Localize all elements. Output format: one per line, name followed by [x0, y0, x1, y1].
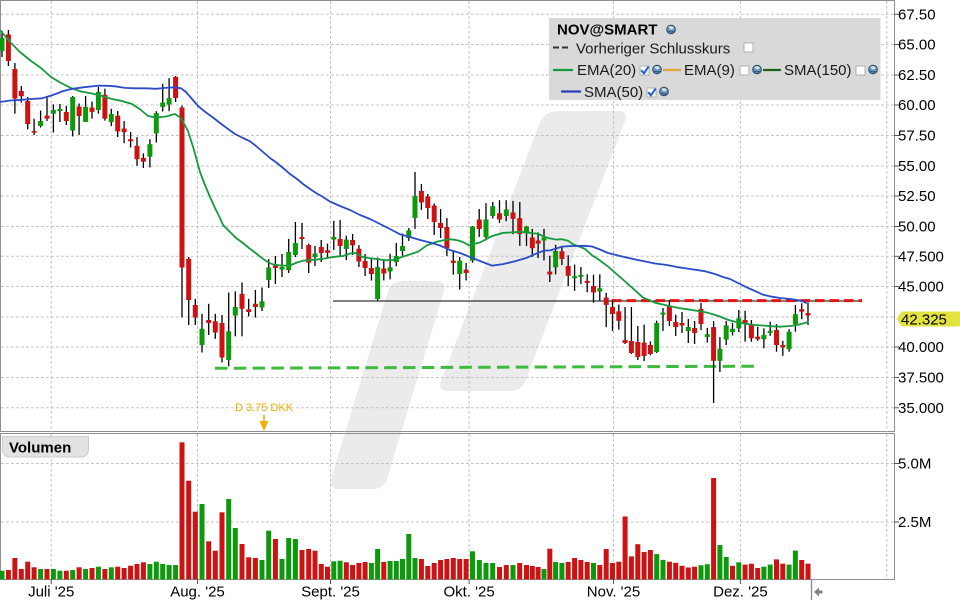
svg-text:42.325: 42.325: [901, 312, 947, 329]
svg-text:37.500: 37.500: [898, 370, 944, 387]
svg-text:NOV@SMART: NOV@SMART: [557, 22, 657, 39]
svg-text:Aug. '25: Aug. '25: [170, 584, 225, 601]
svg-text:2.5M: 2.5M: [898, 514, 931, 531]
svg-text:50.00: 50.00: [898, 219, 936, 236]
svg-text:40.000: 40.000: [898, 339, 944, 356]
svg-text:52.50: 52.50: [898, 188, 936, 205]
svg-text:EMA(20): EMA(20): [577, 62, 636, 79]
svg-text:35.000: 35.000: [898, 400, 944, 417]
svg-text:65.00: 65.00: [898, 37, 936, 54]
svg-text:Juli '25: Juli '25: [28, 584, 74, 601]
svg-text:5.0M: 5.0M: [898, 456, 931, 473]
svg-text:SMA(150): SMA(150): [784, 62, 852, 79]
svg-text:47.500: 47.500: [898, 248, 944, 265]
svg-text:67.50: 67.50: [898, 6, 936, 23]
svg-text:Vorheriger Schlusskurs: Vorheriger Schlusskurs: [576, 41, 730, 58]
svg-text:45.000: 45.000: [898, 279, 944, 296]
svg-text:Volumen: Volumen: [9, 440, 71, 457]
svg-text:60.00: 60.00: [898, 97, 936, 114]
svg-text:55.00: 55.00: [898, 158, 936, 175]
svg-text:57.50: 57.50: [898, 128, 936, 145]
svg-text:Sept. '25: Sept. '25: [301, 584, 360, 601]
svg-text:D 3.75 DKK: D 3.75 DKK: [235, 402, 294, 414]
svg-text:EMA(9): EMA(9): [684, 62, 735, 79]
svg-text:62.50: 62.50: [898, 67, 936, 84]
svg-text:SMA(50): SMA(50): [584, 84, 643, 101]
svg-text:Nov. '25: Nov. '25: [587, 584, 640, 601]
svg-text:Dez. '25: Dez. '25: [713, 584, 768, 601]
svg-text:Okt. '25: Okt. '25: [443, 584, 494, 601]
